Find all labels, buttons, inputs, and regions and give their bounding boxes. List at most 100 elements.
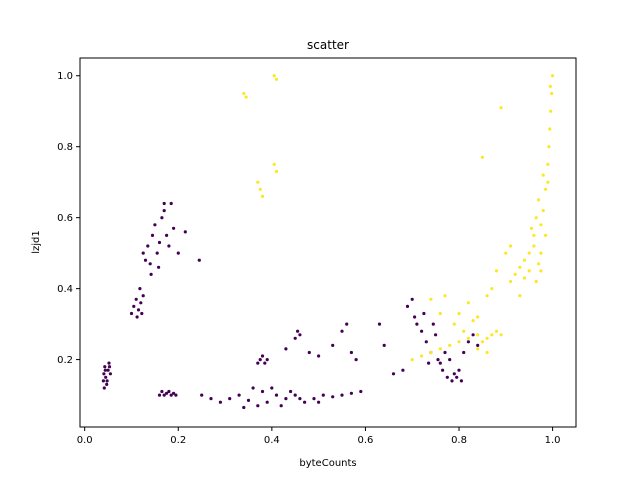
scatter-point bbox=[522, 276, 527, 280]
chart-title: scatter bbox=[307, 38, 349, 52]
scatter-point bbox=[476, 343, 480, 347]
scatter-point bbox=[539, 223, 543, 227]
scatter-point bbox=[340, 393, 344, 397]
scatter-point bbox=[289, 389, 293, 394]
scatter-point bbox=[445, 375, 449, 379]
x-tick-label: 1.0 bbox=[545, 435, 561, 446]
scatter-point bbox=[547, 145, 551, 149]
scatter-point bbox=[101, 379, 105, 383]
scatter-point bbox=[149, 272, 153, 276]
scatter-point bbox=[480, 340, 484, 344]
scatter-point bbox=[272, 162, 276, 166]
scatter-point bbox=[148, 262, 152, 266]
y-tick-label: 0.2 bbox=[57, 355, 73, 366]
scatter-point bbox=[550, 91, 554, 96]
scatter-point bbox=[457, 311, 461, 316]
scatter-point bbox=[485, 350, 489, 355]
scatter-point bbox=[258, 358, 262, 362]
scatter-point bbox=[534, 216, 538, 220]
scatter-point bbox=[537, 262, 541, 266]
scatter-point bbox=[429, 297, 433, 301]
scatter-point bbox=[490, 287, 494, 291]
scatter-point bbox=[265, 400, 269, 404]
scatter-point bbox=[527, 251, 531, 255]
scatter-point bbox=[354, 358, 358, 362]
scatter-point bbox=[274, 393, 279, 397]
scatter-point bbox=[382, 343, 386, 347]
scatter-point bbox=[107, 365, 112, 369]
scatter-point bbox=[466, 336, 470, 340]
scatter-point bbox=[513, 272, 517, 276]
scatter-point bbox=[441, 368, 445, 372]
scatter-point bbox=[157, 393, 162, 397]
scatter-point bbox=[169, 393, 173, 397]
scatter-point bbox=[307, 350, 311, 355]
scatter-point bbox=[424, 340, 428, 344]
scatter-point bbox=[448, 358, 452, 362]
scatter-point bbox=[539, 269, 543, 273]
scatter-point bbox=[209, 397, 213, 401]
scatter-point bbox=[104, 375, 108, 379]
scatter-point bbox=[450, 379, 454, 383]
scatter-point bbox=[279, 404, 283, 408]
scatter-point bbox=[165, 233, 169, 237]
scatter-point bbox=[541, 209, 545, 213]
scatter-point bbox=[183, 230, 187, 234]
scatter-point bbox=[312, 397, 316, 401]
scatter-point bbox=[349, 391, 353, 395]
scatter-point bbox=[103, 368, 107, 372]
scatter-point bbox=[274, 77, 279, 81]
scatter-point bbox=[549, 109, 553, 113]
scatter-point bbox=[317, 400, 321, 404]
scatter-point bbox=[443, 350, 447, 355]
scatter-point bbox=[546, 162, 550, 166]
scatter-point bbox=[256, 404, 260, 408]
scatter-point bbox=[274, 169, 279, 174]
scatter-point bbox=[105, 382, 109, 386]
scatter-point bbox=[157, 265, 161, 269]
scatter-point bbox=[132, 304, 136, 308]
scatter-point bbox=[427, 361, 431, 365]
scatter-point bbox=[405, 304, 410, 308]
x-tick-label: 0.0 bbox=[77, 435, 93, 446]
scatter-point bbox=[172, 391, 176, 395]
scatter-point bbox=[471, 333, 475, 337]
scatter-point bbox=[422, 311, 426, 316]
scatter-point bbox=[134, 297, 138, 301]
scatter-point bbox=[541, 173, 545, 177]
scatter-point bbox=[246, 398, 251, 402]
scatter-point bbox=[452, 372, 456, 376]
scatter-point bbox=[508, 279, 513, 284]
scatter-point bbox=[537, 198, 541, 202]
scatter-point bbox=[103, 365, 107, 369]
scatter-point bbox=[143, 258, 148, 262]
scatter-point bbox=[107, 361, 111, 365]
scatter-point bbox=[438, 347, 442, 351]
scatter-point bbox=[169, 201, 173, 206]
scatter-point bbox=[293, 393, 297, 397]
scatter-point bbox=[548, 84, 552, 88]
scatter-point bbox=[420, 354, 424, 358]
scatter-point bbox=[476, 347, 480, 351]
x-tick-label: 0.6 bbox=[357, 435, 373, 446]
y-tick-label: 0.4 bbox=[57, 284, 73, 295]
scatter-point bbox=[548, 127, 552, 131]
scatter-point bbox=[256, 180, 260, 184]
scatter-point bbox=[452, 322, 456, 326]
scatter-point bbox=[160, 389, 164, 394]
scatter-point bbox=[106, 368, 110, 372]
scatter-point bbox=[242, 91, 246, 96]
scatter-point bbox=[272, 74, 276, 78]
scatter-point bbox=[105, 379, 109, 383]
scatter-point bbox=[466, 301, 470, 305]
scatter-point bbox=[129, 311, 134, 316]
y-tick-label: 0.8 bbox=[57, 142, 73, 153]
scatter-point bbox=[303, 400, 307, 404]
scatter-point bbox=[508, 244, 513, 248]
scatter-point bbox=[476, 315, 480, 319]
scatter-point bbox=[529, 226, 534, 230]
scatter-point bbox=[197, 258, 201, 262]
scatter-point bbox=[466, 340, 470, 344]
